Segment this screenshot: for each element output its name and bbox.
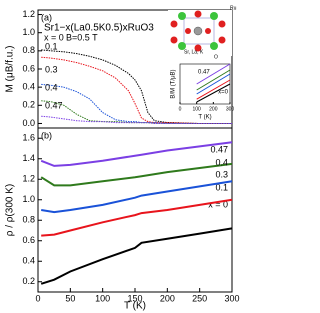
series-line — [196, 69, 231, 91]
series-label: 0.4 — [45, 82, 58, 92]
series-line — [196, 73, 231, 95]
y-tick-label: 1.2 — [22, 9, 35, 19]
y-axis-label: M (μB/f.u.) — [5, 46, 16, 93]
x-tick-label: 50 — [65, 293, 75, 303]
series-line — [41, 49, 232, 124]
y-tick-label: 1.4 — [22, 153, 35, 163]
annotation: B=0.5 T — [66, 32, 98, 42]
structure-label: Ru — [230, 5, 237, 11]
y-tick-label: 0.6 — [22, 235, 35, 245]
x-tick-label: 200 — [209, 106, 218, 112]
y-tick-label: 1.2 — [22, 174, 35, 184]
series-line — [196, 63, 231, 85]
series-line — [40, 141, 233, 167]
x-tick-label: 200 — [160, 293, 175, 303]
y-tick-label: 0.8 — [22, 45, 35, 55]
series-line — [41, 198, 233, 237]
y-tick-label: 1.6 — [22, 133, 35, 143]
chart-title: Sr1−x(La0.5K0.5)xRuO3 — [44, 23, 154, 34]
inset-annotation: x=0 — [218, 90, 229, 96]
inset-x-label: T (K) — [198, 115, 211, 121]
panel-label: (b) — [41, 130, 52, 140]
figure: 0.00.20.40.60.81.01.2x = 00.10.30.40.47(… — [5, 5, 240, 312]
y-tick-label: 0.4 — [22, 256, 35, 266]
x-tick-label: 300 — [224, 293, 239, 303]
x-tick-label: 250 — [192, 293, 207, 303]
series-line — [41, 100, 232, 124]
series-label: 0.3 — [45, 64, 58, 74]
x-tick-label: 100 — [192, 106, 201, 112]
series-line — [41, 56, 232, 124]
y-tick-label: 0.2 — [22, 276, 35, 286]
series-line — [41, 83, 232, 124]
crystal-structure — [170, 10, 226, 52]
y-tick-label: 0.0 — [22, 118, 35, 128]
x-axis-label: T (K) — [124, 301, 146, 312]
x-tick-label: 150 — [127, 293, 142, 303]
y-tick-label: 1.0 — [22, 194, 35, 204]
series-label: 0.47 — [45, 100, 63, 110]
series-line — [196, 79, 231, 100]
inset-annotation: 0.47 — [198, 70, 210, 76]
series-line — [40, 227, 233, 285]
panel-label: (a) — [41, 12, 52, 22]
x-tick-label: 100 — [95, 293, 110, 303]
series-line — [41, 115, 232, 124]
series-label: 0.1 — [45, 41, 58, 51]
y-axis-label: ρ / ρ(300 K) — [5, 184, 16, 237]
series-label: x = 0 — [44, 32, 64, 42]
series-line — [41, 180, 233, 214]
series-line — [40, 162, 233, 187]
series-label: 0.1 — [215, 182, 228, 192]
structure-label: O — [214, 54, 218, 60]
inset-y-label: B/M (T/μB) — [171, 69, 177, 98]
series-label: 0.47 — [210, 144, 228, 154]
x-tick-label: 300 — [226, 106, 235, 112]
y-tick-label: 1.0 — [22, 27, 35, 37]
y-tick-label: 0.2 — [22, 100, 35, 110]
series-label: x = 0 — [208, 199, 228, 209]
x-tick-label: 0 — [35, 293, 40, 303]
y-tick-label: 0.8 — [22, 215, 35, 225]
y-tick-label: 0.4 — [22, 82, 35, 92]
x-tick-label: 0 — [179, 106, 182, 112]
series-label: 0.4 — [215, 157, 228, 167]
series-line — [196, 83, 231, 103]
structure-label: Sr, La, K — [184, 49, 204, 55]
series-label: 0.3 — [215, 169, 228, 179]
y-tick-label: 0.6 — [22, 63, 35, 73]
